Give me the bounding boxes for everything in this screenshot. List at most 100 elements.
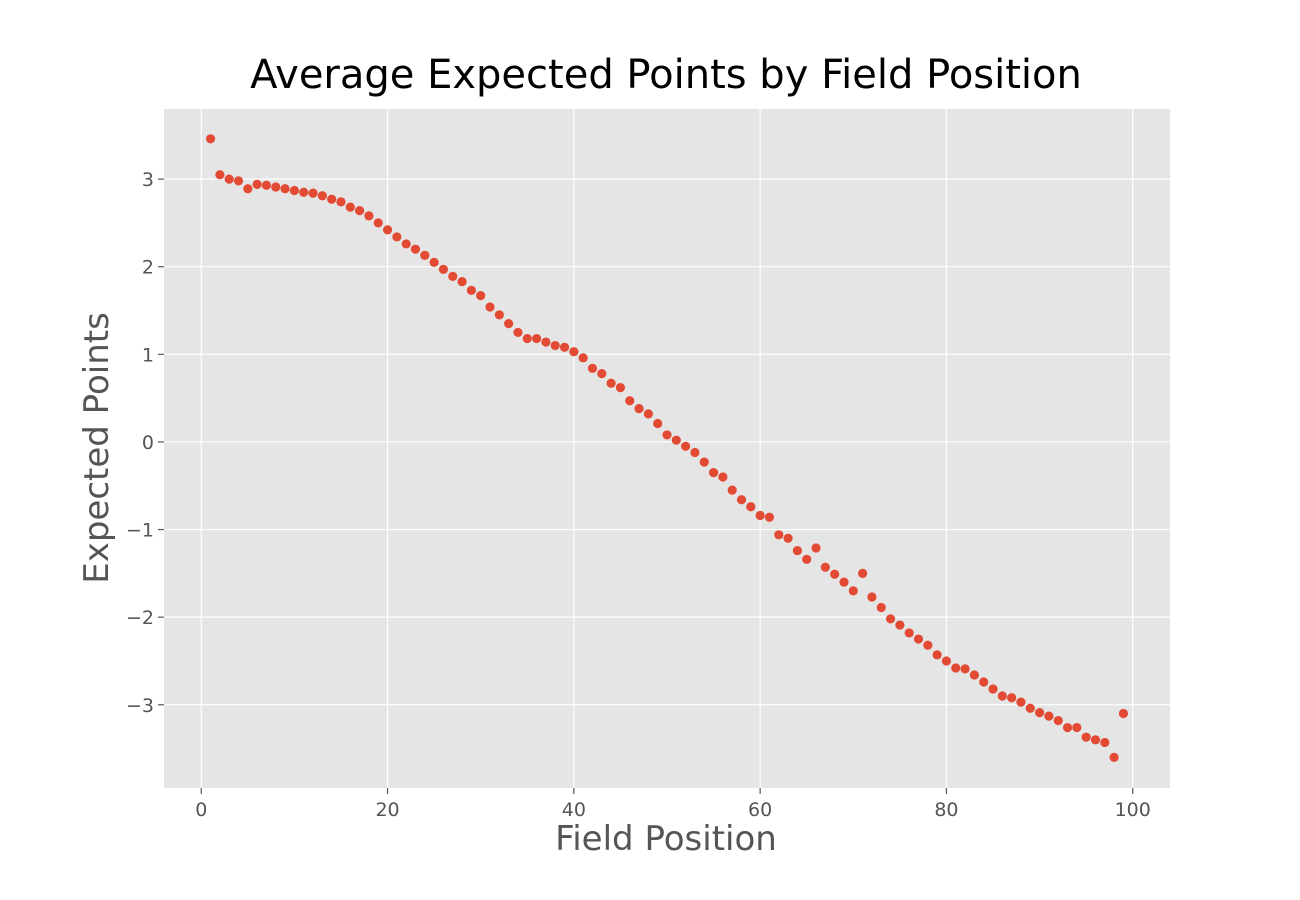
data-point xyxy=(671,435,681,445)
data-point xyxy=(932,650,942,660)
data-point xyxy=(811,543,821,553)
data-point xyxy=(504,319,514,329)
data-point xyxy=(997,691,1007,701)
data-point xyxy=(215,170,225,180)
data-point xyxy=(746,502,756,512)
data-point xyxy=(895,620,905,630)
data-point xyxy=(1072,722,1082,733)
y-tick-label: 2 xyxy=(142,257,154,279)
gridlines xyxy=(164,109,1170,788)
data-point xyxy=(727,485,737,495)
data-point xyxy=(820,562,830,572)
data-point xyxy=(681,441,691,451)
plot-area xyxy=(164,109,1170,788)
data-point xyxy=(755,510,765,521)
x-tick-label: 20 xyxy=(375,799,399,821)
data-point xyxy=(662,430,672,440)
data-point xyxy=(625,396,635,406)
data-point xyxy=(1034,708,1045,718)
x-tick-label: 80 xyxy=(934,799,958,821)
data-point xyxy=(578,353,588,363)
data-point xyxy=(1100,737,1110,748)
data-point xyxy=(1081,732,1091,742)
data-point xyxy=(364,211,374,221)
data-point xyxy=(1109,752,1119,762)
data-point xyxy=(559,342,570,352)
y-tick-label: 3 xyxy=(142,169,154,191)
y-tick-label: −3 xyxy=(126,695,154,717)
data-point xyxy=(355,206,365,216)
data-point xyxy=(494,310,504,320)
data-point xyxy=(224,174,234,184)
data-point xyxy=(904,628,914,638)
x-tick-label: 0 xyxy=(195,799,207,821)
data-point xyxy=(308,188,318,198)
data-point xyxy=(336,197,346,207)
data-point xyxy=(792,545,803,556)
data-point xyxy=(261,180,272,190)
data-point xyxy=(531,333,542,344)
data-point xyxy=(876,602,886,613)
data-point xyxy=(941,656,952,666)
data-point xyxy=(485,302,495,312)
data-point xyxy=(345,202,355,212)
data-point xyxy=(597,368,607,379)
y-tick-label: −1 xyxy=(126,520,154,542)
data-point xyxy=(327,194,337,204)
data-point xyxy=(420,250,430,260)
data-point xyxy=(960,664,970,674)
data-point xyxy=(1016,697,1026,707)
data-point xyxy=(867,592,877,602)
data-point xyxy=(438,264,449,274)
data-point xyxy=(569,347,579,357)
data-point xyxy=(1025,703,1035,713)
data-point xyxy=(233,176,244,186)
data-point xyxy=(271,182,281,192)
data-point xyxy=(280,184,290,194)
y-tick-label: 1 xyxy=(142,344,154,366)
data-point xyxy=(913,634,924,644)
data-point xyxy=(1118,708,1129,719)
data-point xyxy=(513,327,523,338)
data-point xyxy=(299,187,309,197)
data-point xyxy=(401,239,411,249)
data-point xyxy=(205,134,216,144)
data-point xyxy=(783,533,793,543)
x-axis-label: Field Position xyxy=(555,819,777,859)
data-point xyxy=(317,191,327,201)
data-point xyxy=(988,684,998,694)
data-point xyxy=(1090,735,1101,745)
data-point xyxy=(1062,722,1073,733)
data-point xyxy=(522,333,532,344)
data-point xyxy=(969,670,979,680)
data-point xyxy=(690,447,700,458)
data-point xyxy=(830,569,840,579)
data-point xyxy=(653,418,663,429)
data-point xyxy=(615,383,626,393)
data-point xyxy=(289,185,300,196)
data-point xyxy=(1053,715,1063,726)
data-point xyxy=(429,257,439,267)
y-axis-label: Expected Points xyxy=(77,312,117,584)
data-point xyxy=(774,530,784,540)
y-tick-label: −2 xyxy=(126,607,154,629)
data-point xyxy=(382,225,393,235)
data-point xyxy=(457,276,467,287)
data-point xyxy=(839,577,849,587)
data-point xyxy=(951,663,961,673)
data-point xyxy=(858,568,868,578)
data-point xyxy=(764,512,775,522)
data-point xyxy=(1007,693,1017,703)
data-point xyxy=(373,218,383,228)
data-point xyxy=(392,232,402,242)
x-tick-label: 60 xyxy=(748,799,772,821)
chart-title: Average Expected Points by Field Positio… xyxy=(250,52,1082,98)
data-point xyxy=(606,378,616,388)
data-point xyxy=(1044,711,1054,721)
data-point xyxy=(718,472,728,482)
data-point xyxy=(476,291,486,301)
data-point xyxy=(643,409,653,419)
data-point xyxy=(923,640,933,650)
data-point xyxy=(699,457,709,467)
